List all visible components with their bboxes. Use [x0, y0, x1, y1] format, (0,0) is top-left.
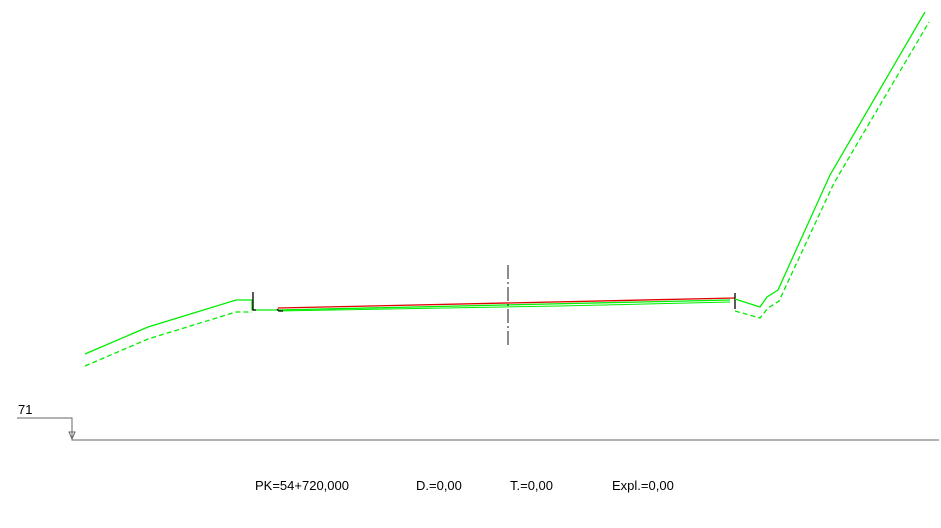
right-subgrade-dashed-line — [734, 21, 930, 319]
datum-elevation-label: 71 — [18, 402, 32, 417]
datum-reference-line — [17, 417, 939, 441]
left-curb-mark — [252, 292, 256, 311]
platform-green-line — [252, 299, 731, 311]
left-edge-mark — [276, 308, 283, 312]
d-label: D.=0,00 — [416, 478, 462, 493]
pk-label: PK=54+720,000 — [255, 478, 349, 493]
t-label: T.=0,00 — [510, 478, 553, 493]
platform-green-lower-line — [277, 301, 731, 312]
left-subgrade-dashed-line — [84, 311, 252, 367]
expl-label: Expl.=0,00 — [612, 478, 674, 493]
datum-arrow-icon — [68, 431, 76, 441]
left-terrain-line — [84, 299, 253, 355]
right-terrain-line — [734, 11, 926, 308]
road-surface-line — [277, 297, 736, 309]
